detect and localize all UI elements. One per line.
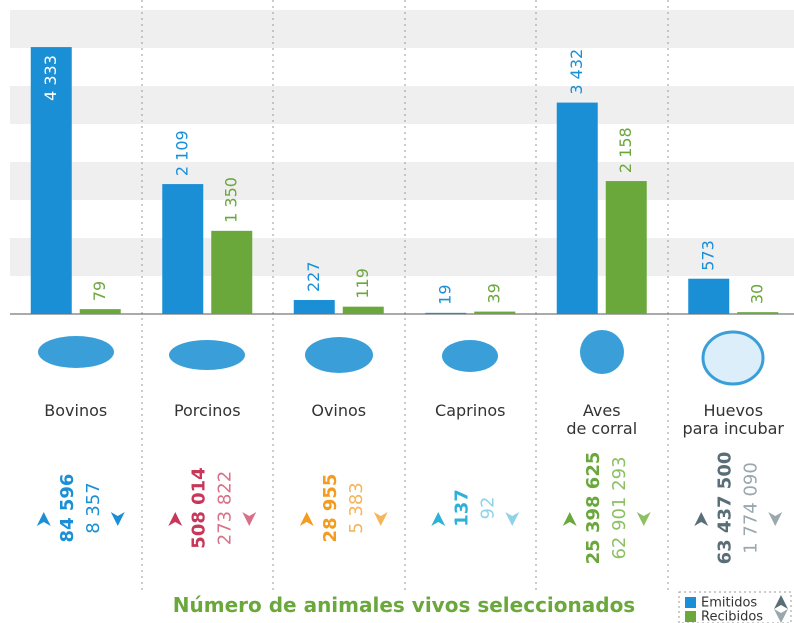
emitidos-count: 137 — [451, 489, 472, 527]
bar — [294, 300, 335, 314]
legend-swatch — [685, 611, 696, 622]
recibidos-count: 1 774 090 — [740, 462, 761, 554]
emitidos-count: 84 596 — [57, 474, 78, 543]
up-arrow — [431, 512, 445, 526]
emitidos-count: 63 437 500 — [714, 452, 735, 565]
bar — [80, 309, 121, 314]
down-arrow — [637, 512, 651, 526]
up-arrow — [37, 512, 51, 526]
down-arrow — [111, 512, 125, 526]
recibidos-count: 5 383 — [346, 482, 367, 534]
recibidos-count: 62 901 293 — [609, 456, 630, 559]
legend-swatch — [685, 597, 696, 608]
recibidos-count: 92 — [477, 497, 498, 520]
stripes — [10, 10, 794, 276]
up-arrow — [168, 512, 182, 526]
bar — [737, 312, 778, 314]
emitidos-count: 28 955 — [320, 474, 341, 543]
value-label: 30 — [747, 284, 766, 304]
emitidos-count: 25 398 625 — [583, 452, 604, 565]
value-label: 119 — [353, 268, 372, 299]
legend-down — [774, 609, 788, 623]
value-label: 79 — [90, 281, 109, 301]
recibidos-count: 8 357 — [83, 482, 104, 534]
value-label: 3 432 — [567, 49, 586, 95]
caption: Número de animales vivos seleccionados — [173, 593, 635, 617]
bar — [425, 313, 466, 314]
value-label: 573 — [698, 240, 717, 271]
down-arrow — [768, 512, 782, 526]
up-arrow — [563, 512, 577, 526]
emitidos-count: 508 014 — [188, 467, 209, 548]
bar — [606, 181, 647, 314]
value-label: 19 — [435, 284, 454, 304]
down-arrow — [242, 512, 256, 526]
bar — [343, 307, 384, 314]
down-arrow — [505, 512, 519, 526]
category-label: Ovinos — [311, 401, 366, 420]
bar — [211, 231, 252, 314]
category-label: Caprinos — [435, 401, 505, 420]
chart: Número de animales vivos seleccionados 4… — [0, 0, 794, 623]
bar — [162, 184, 203, 314]
value-label: 2 109 — [172, 130, 191, 176]
down-arrow — [374, 512, 388, 526]
up-arrow — [300, 512, 314, 526]
legend-label: Recibidos — [701, 610, 763, 623]
category-label: Porcinos — [174, 401, 241, 420]
value-label: 39 — [484, 283, 503, 303]
value-label: 1 350 — [221, 177, 240, 223]
animal-icons — [38, 330, 763, 384]
legend-label: Emitidos — [701, 596, 757, 611]
legend-up — [774, 595, 788, 609]
category-label: Bovinos — [44, 401, 107, 420]
up-arrow — [694, 512, 708, 526]
bar — [557, 103, 598, 314]
value-label: 227 — [304, 261, 323, 292]
value-label: 4 333 — [41, 55, 60, 101]
recibidos-count: 273 822 — [214, 471, 235, 545]
value-label: 2 158 — [616, 127, 635, 173]
bar — [688, 279, 729, 314]
bar — [474, 312, 515, 314]
